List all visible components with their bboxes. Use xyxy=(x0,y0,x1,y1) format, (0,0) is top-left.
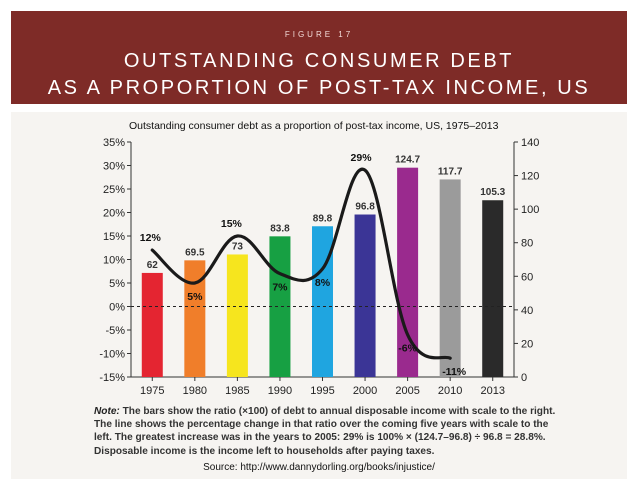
bar-1995 xyxy=(312,226,333,377)
bar-value-label: 73 xyxy=(232,241,244,252)
x-tick-label: 1995 xyxy=(310,385,334,397)
left-tick-label: 25% xyxy=(103,184,125,196)
slide-title-line-1: OUTSTANDING CONSUMER DEBT xyxy=(123,50,515,72)
bar-2010 xyxy=(439,179,461,377)
bar-1975 xyxy=(141,272,163,377)
right-tick-label: 100 xyxy=(521,204,539,216)
title-banner: FIGURE 17 OUTSTANDING CONSUMER DEBT AS A… xyxy=(11,11,627,104)
left-tick-label: -15% xyxy=(99,372,125,384)
left-tick-label: -5% xyxy=(105,325,125,337)
note-text: The bars show the ratio (×100) of debt t… xyxy=(94,406,556,457)
x-tick-label: 2005 xyxy=(395,385,419,397)
right-tick-label: 40 xyxy=(521,305,533,317)
x-tick-label: 1975 xyxy=(140,385,164,397)
slide-title-line-2: AS A PROPORTION OF POST-TAX INCOME, US xyxy=(47,77,591,99)
line-point-label: 12% xyxy=(140,232,162,244)
line-point-label: -11% xyxy=(442,366,467,378)
bar-2013 xyxy=(482,200,504,377)
x-tick-label: 2013 xyxy=(480,385,504,397)
right-tick-label: 80 xyxy=(521,238,533,250)
right-tick-label: 140 xyxy=(521,137,539,149)
chart-note: Note: The bars show the ratio (×100) of … xyxy=(94,405,564,458)
change-line xyxy=(150,167,452,360)
bar-value-label: 105.3 xyxy=(480,187,505,198)
bar-1985 xyxy=(226,254,248,377)
x-tick-label: 1990 xyxy=(268,385,292,397)
line-point-label: 5% xyxy=(187,291,203,303)
bar-value-label: 96.8 xyxy=(355,202,375,213)
line-point-label: 29% xyxy=(351,152,373,164)
bar-value-label: 117.7 xyxy=(438,166,463,177)
bar-value-label: 89.8 xyxy=(313,213,333,224)
figure-label: FIGURE 17 xyxy=(284,30,354,39)
left-tick-label: 0% xyxy=(109,302,125,314)
left-tick-label: 30% xyxy=(103,161,125,173)
right-tick-label: 0 xyxy=(521,372,527,384)
bar-value-label: 83.8 xyxy=(270,223,290,234)
x-tick-label: 1980 xyxy=(183,385,207,397)
bar-value-label: 62 xyxy=(147,260,159,271)
line-point-label: -6% xyxy=(398,343,417,355)
left-tick-label: 5% xyxy=(109,278,125,290)
chart-title: Outstanding consumer debt as a proportio… xyxy=(129,120,499,132)
source-citation: Source: http://www.dannydorling.org/book… xyxy=(203,462,435,473)
left-tick-label: -10% xyxy=(99,349,125,361)
left-tick-label: 10% xyxy=(103,255,125,267)
left-tick-label: 35% xyxy=(103,137,125,149)
bar-value-label: 124.7 xyxy=(395,155,420,166)
x-tick-label: 1985 xyxy=(225,385,249,397)
right-tick-label: 120 xyxy=(521,171,539,183)
right-tick-label: 60 xyxy=(521,271,533,283)
line-point-label: 7% xyxy=(272,282,288,294)
note-lead: Note: xyxy=(94,406,120,417)
line-point-label: 15% xyxy=(221,218,243,230)
left-tick-label: 20% xyxy=(103,208,125,220)
right-tick-label: 20 xyxy=(521,338,533,350)
left-tick-label: 15% xyxy=(103,231,125,243)
x-tick-label: 2010 xyxy=(438,385,462,397)
x-tick-label: 2000 xyxy=(353,385,377,397)
bar-2000 xyxy=(354,214,376,377)
bar-value-label: 69.5 xyxy=(185,247,205,258)
bar-1980 xyxy=(184,260,206,377)
line-point-label: 8% xyxy=(315,277,331,289)
